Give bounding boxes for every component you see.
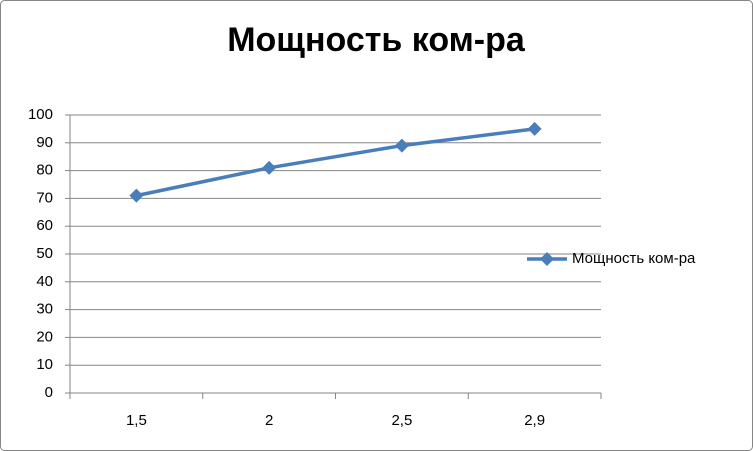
y-tick-label: 60 <box>36 217 53 234</box>
x-tick-label: 2,9 <box>524 412 545 429</box>
marker <box>262 160 277 175</box>
y-tick-label: 90 <box>36 134 53 151</box>
legend-label: Мощность ком-ра <box>572 250 696 267</box>
line <box>136 127 535 198</box>
y-tick-label: 20 <box>36 328 53 345</box>
y-tick-label: 100 <box>28 106 53 123</box>
x-tick-label: 2 <box>265 412 273 429</box>
y-tick-label: 80 <box>36 162 53 179</box>
y-tick-label: 30 <box>36 301 53 318</box>
y-tick-label: 40 <box>36 273 53 290</box>
marker <box>527 121 542 136</box>
y-tick-label: 10 <box>36 356 53 373</box>
legend-marker <box>540 252 554 266</box>
marker <box>394 138 409 153</box>
y-tick-label: 0 <box>45 384 53 401</box>
chart-title: Мощность ком-ра <box>227 21 526 59</box>
y-tick-label: 50 <box>36 245 53 262</box>
x-tick-label: 2,5 <box>391 412 412 429</box>
y-tick-label: 70 <box>36 189 53 206</box>
x-tick-label: 1,5 <box>126 412 147 429</box>
marker <box>129 188 144 203</box>
